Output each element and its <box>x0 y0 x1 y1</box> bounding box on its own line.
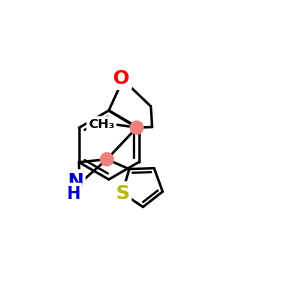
Text: H: H <box>67 185 81 203</box>
Text: S: S <box>115 184 129 202</box>
Text: O: O <box>113 69 130 88</box>
Text: CH₃: CH₃ <box>88 118 115 131</box>
Circle shape <box>100 153 113 166</box>
Text: N: N <box>67 172 83 190</box>
Circle shape <box>130 121 143 134</box>
